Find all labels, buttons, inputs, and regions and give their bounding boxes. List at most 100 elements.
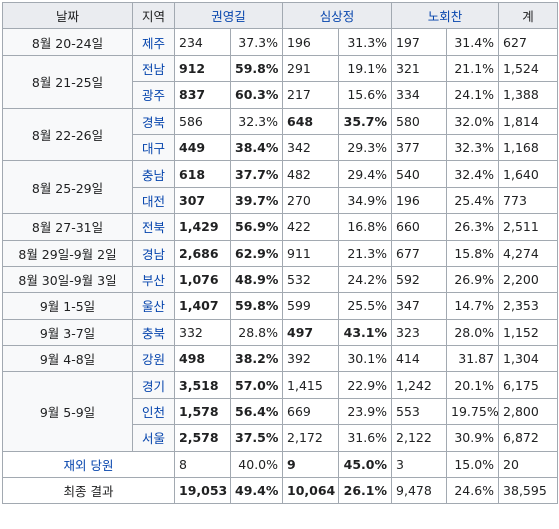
vote-share: 59.8%	[229, 292, 284, 320]
vote-share: 48.9%	[229, 265, 284, 294]
results-body: 8월 20-24일 제주 234 37.3% 196 31.3% 197 31.4% 627 8월…	[2, 28, 559, 505]
vote-share: 26.1%	[338, 477, 393, 505]
vote-share: 20.1%	[446, 371, 500, 399]
region-link[interactable]: 서울	[132, 424, 175, 452]
overseas-members-link[interactable]: 재외 당원	[2, 450, 175, 479]
table-row: 서울 2,578 37.5% 2,172 31.6% 2,122 30.9% 6,872	[3, 424, 559, 452]
row-date: 9월 1-5일	[2, 292, 133, 320]
vote-count: 1,429	[174, 213, 231, 241]
vote-count: 332	[174, 318, 231, 347]
results-table: 날짜 지역 권영길 심상정 노회찬 계 8월 20-24일 제주 234 37.3% 1…	[2, 1, 559, 505]
vote-share: 34.9%	[338, 186, 393, 215]
vote-count: 217	[282, 81, 340, 109]
header-candidate-2[interactable]: 심상정	[282, 1, 393, 30]
table-row: 8월 25-29일 충남 618 37.7% 482 29.4% 540 32.4% 1,640	[2, 160, 559, 215]
row-date: 9월 4-8일	[2, 345, 133, 373]
vote-count: 8	[174, 450, 231, 479]
vote-count: 912	[174, 54, 231, 83]
region-link[interactable]: 경북	[132, 107, 175, 135]
header-date: 날짜	[2, 1, 133, 30]
vote-share: 16.8%	[338, 213, 393, 241]
row-date: 8월 20-24일	[2, 28, 133, 56]
vote-count: 347	[391, 292, 448, 320]
vote-share: 31.6%	[338, 424, 393, 452]
region-link[interactable]: 울산	[132, 292, 175, 320]
vote-share: 19.75%	[446, 397, 500, 426]
vote-count: 482	[282, 160, 340, 188]
region-link[interactable]: 경남	[132, 239, 175, 267]
region-link[interactable]: 인천	[132, 397, 175, 426]
region-link[interactable]: 전남	[132, 54, 175, 83]
vote-count: 2,122	[391, 424, 448, 452]
row-date: 8월 30일-9월 3일	[2, 265, 133, 294]
region-link[interactable]: 대구	[132, 133, 175, 162]
region-link[interactable]: 대전	[132, 186, 175, 215]
table-row: 9월 3-7일 충북 332 28.8% 497 43.1% 323 28.0% 1,152	[2, 318, 559, 347]
row-total: 20	[498, 450, 559, 479]
header-candidate-3[interactable]: 노회찬	[391, 1, 500, 30]
region-link[interactable]: 강원	[132, 345, 175, 373]
region-link[interactable]: 부산	[132, 265, 175, 294]
vote-count: 342	[282, 133, 340, 162]
vote-share: 49.4%	[229, 477, 284, 505]
row-total: 2,800	[498, 397, 559, 426]
vote-count: 497	[282, 318, 340, 347]
vote-share: 32.4%	[446, 160, 500, 188]
vote-count: 1,578	[174, 397, 231, 426]
vote-share: 37.5%	[229, 424, 284, 452]
vote-share: 37.3%	[229, 28, 284, 56]
vote-count: 532	[282, 265, 340, 294]
vote-share: 62.9%	[229, 239, 284, 267]
row-date: 8월 29일-9월 2일	[2, 239, 133, 267]
vote-share: 35.7%	[338, 107, 393, 135]
vote-share: 24.1%	[446, 81, 500, 109]
vote-count: 10,064	[282, 477, 340, 505]
row-date: 8월 22-26일	[2, 107, 133, 162]
vote-share: 38.4%	[229, 133, 284, 162]
vote-share: 57.0%	[229, 371, 284, 399]
table-row: 8월 22-26일 경북 586 32.3% 648 35.7% 580 32.0% 1,814	[2, 107, 559, 162]
vote-share: 30.1%	[338, 345, 393, 373]
row-total: 627	[498, 28, 559, 56]
vote-share: 29.4%	[338, 160, 393, 188]
row-total: 1,304	[498, 345, 559, 373]
vote-share: 15.8%	[446, 239, 500, 267]
row-total: 2,511	[498, 213, 559, 241]
row-total: 6,175	[498, 371, 559, 399]
region-link[interactable]: 제주	[132, 28, 175, 56]
vote-count: 580	[391, 107, 448, 135]
vote-share: 31.4%	[446, 28, 500, 56]
region-link[interactable]: 충북	[132, 318, 175, 347]
vote-count: 1,415	[282, 371, 340, 399]
vote-share: 21.3%	[338, 239, 393, 267]
vote-share: 29.3%	[338, 133, 393, 162]
region-link[interactable]: 전북	[132, 213, 175, 241]
vote-count: 3	[391, 450, 448, 479]
header-candidate-1[interactable]: 권영길	[173, 1, 284, 30]
vote-share: 14.7%	[446, 292, 500, 320]
vote-share: 56.4%	[229, 397, 284, 426]
region-link[interactable]: 광주	[132, 81, 175, 109]
vote-share: 15.6%	[338, 81, 393, 109]
vote-count: 197	[391, 28, 448, 56]
region-link[interactable]: 충남	[132, 160, 175, 188]
vote-share: 31.87	[446, 345, 500, 373]
vote-share: 19.1%	[338, 54, 393, 83]
row-total: 2,353	[498, 292, 559, 320]
vote-share: 23.9%	[338, 397, 393, 426]
vote-count: 553	[391, 397, 448, 426]
vote-share: 40.0%	[229, 450, 284, 479]
vote-share: 45.0%	[338, 450, 393, 479]
vote-count: 677	[391, 239, 448, 267]
vote-count: 196	[391, 186, 448, 215]
table-row: 대구 449 38.4% 342 29.3% 377 32.3% 1,168	[3, 133, 559, 162]
vote-count: 9	[282, 450, 340, 479]
row-total: 1,524	[498, 54, 559, 83]
vote-share: 26.3%	[446, 213, 500, 241]
vote-share: 56.9%	[229, 213, 284, 241]
region-link[interactable]: 경기	[132, 371, 175, 399]
vote-share: 59.8%	[229, 54, 284, 83]
row-total: 1,152	[498, 318, 559, 347]
vote-count: 837	[174, 81, 231, 109]
overseas-row: 재외 당원 8 40.0% 9 45.0% 3 15.0% 20	[2, 450, 559, 479]
